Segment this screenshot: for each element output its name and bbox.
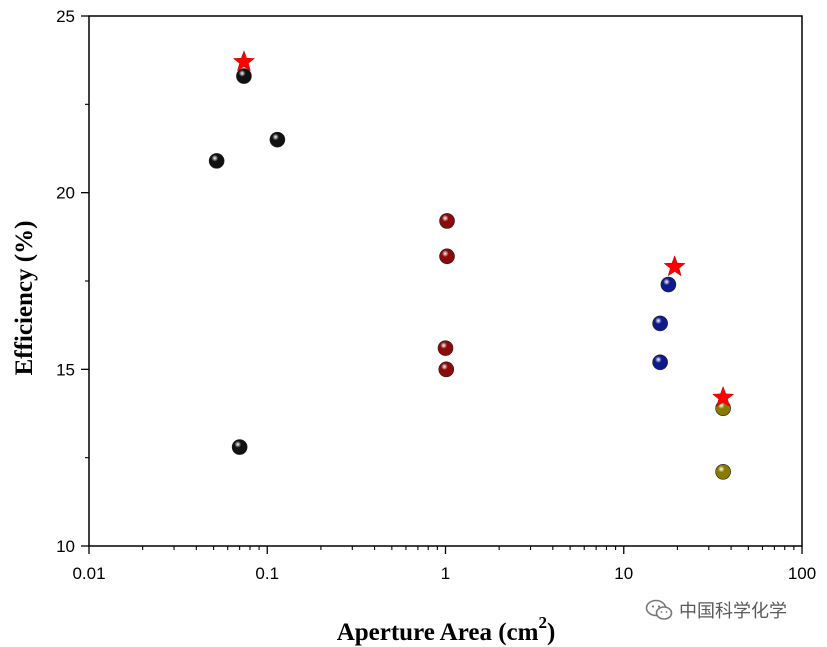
x-tick-label: 1 (441, 564, 450, 583)
y-tick-label: 25 (56, 7, 75, 26)
star-marker (232, 50, 256, 72)
star-marker (663, 255, 686, 277)
y-axis-title: Efficiency (%) (11, 221, 38, 376)
plot-area (88, 15, 803, 547)
data-point (660, 276, 677, 293)
data-point (231, 439, 248, 455)
data-point (652, 354, 668, 371)
watermark: 中国科学化学 (645, 597, 787, 623)
x-axis-title: Aperture Area (cm2) (337, 613, 556, 646)
data-point (437, 340, 454, 356)
data-point (438, 361, 455, 378)
x-tick-label: 0.1 (255, 564, 279, 583)
y-tick-label: 10 (56, 537, 75, 556)
wechat-icon (645, 599, 673, 620)
data-point (439, 248, 455, 265)
axis-ticks (81, 15, 803, 554)
data-point (439, 213, 455, 229)
y-tick-label: 20 (56, 184, 75, 203)
data-marks (208, 50, 735, 480)
data-point (236, 68, 252, 84)
watermark-text: 中国科学化学 (679, 601, 787, 622)
x-tick-label: 0.01 (72, 564, 105, 583)
tick-labels: 0.01 0.1 1 10 100 10 15 20 25 (56, 7, 816, 583)
star-marker (711, 385, 735, 408)
data-point (269, 131, 286, 148)
data-point (715, 463, 731, 480)
data-point (652, 315, 668, 332)
x-tick-label: 100 (788, 564, 816, 583)
x-tick-label: 10 (614, 564, 633, 583)
data-point (208, 153, 225, 169)
y-tick-label: 15 (56, 360, 75, 379)
